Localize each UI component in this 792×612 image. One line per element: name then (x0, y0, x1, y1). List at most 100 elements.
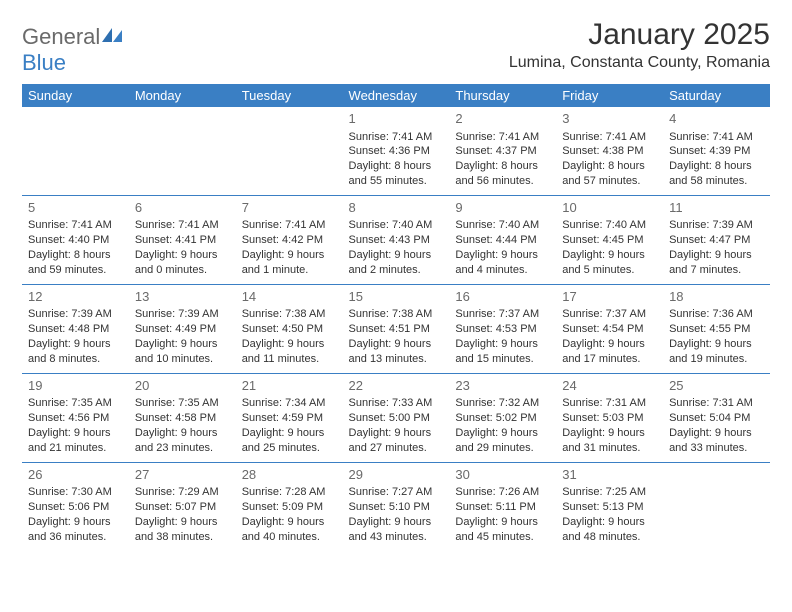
day-number: 18 (669, 288, 764, 306)
calendar-day-cell: 27Sunrise: 7:29 AMSunset: 5:07 PMDayligh… (129, 462, 236, 550)
daylight-line: and 27 minutes. (349, 441, 444, 456)
day-number: 31 (562, 466, 657, 484)
sunset-line: Sunset: 5:00 PM (349, 411, 444, 426)
daylight-line: and 59 minutes. (28, 263, 123, 278)
daylight-line: Daylight: 9 hours (455, 248, 550, 263)
sunset-line: Sunset: 5:04 PM (669, 411, 764, 426)
daylight-line: and 2 minutes. (349, 263, 444, 278)
calendar-day-cell: 30Sunrise: 7:26 AMSunset: 5:11 PMDayligh… (449, 462, 556, 550)
day-number: 9 (455, 199, 550, 217)
daylight-line: Daylight: 9 hours (455, 337, 550, 352)
daylight-line: and 45 minutes. (455, 530, 550, 545)
calendar-day-cell: 28Sunrise: 7:28 AMSunset: 5:09 PMDayligh… (236, 462, 343, 550)
sunset-line: Sunset: 4:48 PM (28, 322, 123, 337)
sunset-line: Sunset: 4:54 PM (562, 322, 657, 337)
sunset-line: Sunset: 4:56 PM (28, 411, 123, 426)
daylight-line: and 38 minutes. (135, 530, 230, 545)
logo-word-blue: Blue (22, 50, 66, 75)
calendar-day-cell (22, 107, 129, 195)
day-number: 14 (242, 288, 337, 306)
logo-sail-icon (102, 28, 124, 49)
day-number: 4 (669, 110, 764, 128)
sunrise-line: Sunrise: 7:34 AM (242, 396, 337, 411)
location-subtitle: Lumina, Constanta County, Romania (509, 54, 770, 72)
calendar-day-cell: 15Sunrise: 7:38 AMSunset: 4:51 PMDayligh… (343, 284, 450, 373)
calendar-day-cell: 23Sunrise: 7:32 AMSunset: 5:02 PMDayligh… (449, 373, 556, 462)
daylight-line: and 5 minutes. (562, 263, 657, 278)
calendar-day-cell: 6Sunrise: 7:41 AMSunset: 4:41 PMDaylight… (129, 195, 236, 284)
daylight-line: and 48 minutes. (562, 530, 657, 545)
sunrise-line: Sunrise: 7:41 AM (242, 218, 337, 233)
sunrise-line: Sunrise: 7:41 AM (562, 130, 657, 145)
sunset-line: Sunset: 5:06 PM (28, 500, 123, 515)
sunrise-line: Sunrise: 7:25 AM (562, 485, 657, 500)
daylight-line: Daylight: 9 hours (242, 515, 337, 530)
weekday-header: Saturday (663, 84, 770, 107)
calendar-day-cell: 5Sunrise: 7:41 AMSunset: 4:40 PMDaylight… (22, 195, 129, 284)
daylight-line: and 25 minutes. (242, 441, 337, 456)
daylight-line: and 10 minutes. (135, 352, 230, 367)
day-number: 24 (562, 377, 657, 395)
sunrise-line: Sunrise: 7:40 AM (349, 218, 444, 233)
sunrise-line: Sunrise: 7:35 AM (28, 396, 123, 411)
calendar-day-cell: 22Sunrise: 7:33 AMSunset: 5:00 PMDayligh… (343, 373, 450, 462)
daylight-line: Daylight: 9 hours (28, 426, 123, 441)
daylight-line: and 8 minutes. (28, 352, 123, 367)
daylight-line: and 1 minute. (242, 263, 337, 278)
day-number: 20 (135, 377, 230, 395)
sunrise-line: Sunrise: 7:38 AM (242, 307, 337, 322)
day-number: 23 (455, 377, 550, 395)
sunset-line: Sunset: 5:07 PM (135, 500, 230, 515)
daylight-line: and 31 minutes. (562, 441, 657, 456)
day-number: 29 (349, 466, 444, 484)
calendar-day-cell: 25Sunrise: 7:31 AMSunset: 5:04 PMDayligh… (663, 373, 770, 462)
calendar-body: 1Sunrise: 7:41 AMSunset: 4:36 PMDaylight… (22, 107, 770, 551)
daylight-line: and 55 minutes. (349, 174, 444, 189)
daylight-line: Daylight: 9 hours (669, 248, 764, 263)
daylight-line: Daylight: 9 hours (562, 248, 657, 263)
sunrise-line: Sunrise: 7:37 AM (562, 307, 657, 322)
daylight-line: and 40 minutes. (242, 530, 337, 545)
daylight-line: Daylight: 9 hours (349, 337, 444, 352)
sunrise-line: Sunrise: 7:41 AM (135, 218, 230, 233)
sunset-line: Sunset: 4:49 PM (135, 322, 230, 337)
daylight-line: and 0 minutes. (135, 263, 230, 278)
calendar-day-cell: 9Sunrise: 7:40 AMSunset: 4:44 PMDaylight… (449, 195, 556, 284)
day-number: 3 (562, 110, 657, 128)
calendar-day-cell: 31Sunrise: 7:25 AMSunset: 5:13 PMDayligh… (556, 462, 663, 550)
sunset-line: Sunset: 4:42 PM (242, 233, 337, 248)
daylight-line: and 19 minutes. (669, 352, 764, 367)
sunset-line: Sunset: 4:39 PM (669, 144, 764, 159)
sunset-line: Sunset: 4:40 PM (28, 233, 123, 248)
day-number: 7 (242, 199, 337, 217)
calendar-day-cell: 3Sunrise: 7:41 AMSunset: 4:38 PMDaylight… (556, 107, 663, 195)
daylight-line: Daylight: 9 hours (242, 337, 337, 352)
day-number: 28 (242, 466, 337, 484)
calendar-day-cell: 21Sunrise: 7:34 AMSunset: 4:59 PMDayligh… (236, 373, 343, 462)
sunrise-line: Sunrise: 7:41 AM (669, 130, 764, 145)
daylight-line: Daylight: 9 hours (349, 515, 444, 530)
daylight-line: and 15 minutes. (455, 352, 550, 367)
sunrise-line: Sunrise: 7:41 AM (28, 218, 123, 233)
calendar-day-cell (236, 107, 343, 195)
daylight-line: Daylight: 9 hours (562, 426, 657, 441)
sunset-line: Sunset: 5:10 PM (349, 500, 444, 515)
daylight-line: Daylight: 9 hours (28, 515, 123, 530)
daylight-line: Daylight: 9 hours (349, 426, 444, 441)
sunset-line: Sunset: 4:36 PM (349, 144, 444, 159)
calendar-day-cell: 14Sunrise: 7:38 AMSunset: 4:50 PMDayligh… (236, 284, 343, 373)
logo-text: General Blue (22, 24, 124, 76)
sunrise-line: Sunrise: 7:29 AM (135, 485, 230, 500)
daylight-line: Daylight: 9 hours (455, 426, 550, 441)
sunset-line: Sunset: 4:50 PM (242, 322, 337, 337)
daylight-line: and 36 minutes. (28, 530, 123, 545)
weekday-header: Wednesday (343, 84, 450, 107)
sunset-line: Sunset: 5:13 PM (562, 500, 657, 515)
sunset-line: Sunset: 4:53 PM (455, 322, 550, 337)
daylight-line: and 57 minutes. (562, 174, 657, 189)
calendar-header-row: Sunday Monday Tuesday Wednesday Thursday… (22, 84, 770, 107)
daylight-line: Daylight: 9 hours (242, 248, 337, 263)
calendar-day-cell: 20Sunrise: 7:35 AMSunset: 4:58 PMDayligh… (129, 373, 236, 462)
calendar-table: Sunday Monday Tuesday Wednesday Thursday… (22, 84, 770, 551)
daylight-line: and 33 minutes. (669, 441, 764, 456)
